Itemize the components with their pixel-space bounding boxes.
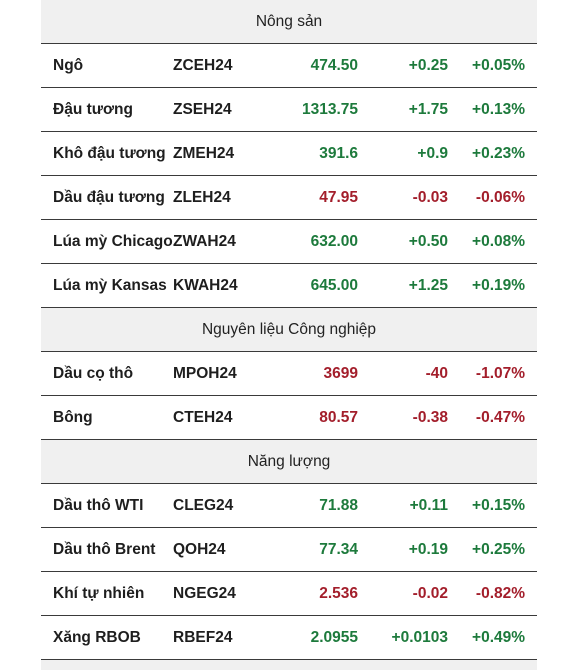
change-value: +0.50: [358, 220, 448, 264]
change-value: +0.9: [358, 132, 448, 176]
table-row[interactable]: Dầu đậu tương ZLEH24 47.95 -0.03 -0.06%: [41, 176, 537, 220]
change-percent: +0.13%: [448, 88, 537, 132]
table-row[interactable]: Xăng RBOB RBEF24 2.0955 +0.0103 +0.49%: [41, 616, 537, 660]
commodity-name: Đậu tương: [41, 88, 173, 132]
section-header-nong-san: Nông sản: [41, 0, 537, 44]
table-row[interactable]: Ngô ZCEH24 474.50 +0.25 +0.05%: [41, 44, 537, 88]
table-row[interactable]: Lúa mỳ Kansas KWAH24 645.00 +1.25 +0.19%: [41, 264, 537, 308]
commodity-name: Lúa mỳ Chicago: [41, 220, 173, 264]
section-title: Năng lượng: [41, 440, 537, 484]
commodity-name: Dầu cọ thô: [41, 352, 173, 396]
change-value: -0.02: [358, 572, 448, 616]
contract-code: ZCEH24: [173, 44, 271, 88]
change-percent: -0.06%: [448, 176, 537, 220]
contract-code: ZWAH24: [173, 220, 271, 264]
price-value: 77.34: [271, 528, 358, 572]
table-row[interactable]: Dầu thô WTI CLEG24 71.88 +0.11 +0.15%: [41, 484, 537, 528]
change-value: +0.0103: [358, 616, 448, 660]
change-percent: +0.19%: [448, 264, 537, 308]
change-percent: +0.08%: [448, 220, 537, 264]
section-title: Nguyên liệu Công nghiệp: [41, 308, 537, 352]
change-percent: +0.15%: [448, 484, 537, 528]
contract-code: KWAH24: [173, 264, 271, 308]
price-value: 474.50: [271, 44, 358, 88]
table-row[interactable]: Khí tự nhiên NGEG24 2.536 -0.02 -0.82%: [41, 572, 537, 616]
commodity-name: Dầu thô WTI: [41, 484, 173, 528]
commodity-name: Lúa mỳ Kansas: [41, 264, 173, 308]
contract-code: ZMEH24: [173, 132, 271, 176]
price-value: 2.536: [271, 572, 358, 616]
contract-code: NGEG24: [173, 572, 271, 616]
price-value: 391.6: [271, 132, 358, 176]
change-percent: -1.07%: [448, 352, 537, 396]
table-row[interactable]: Đậu tương ZSEH24 1313.75 +1.75 +0.13%: [41, 88, 537, 132]
price-value: 3699: [271, 352, 358, 396]
table-body: Nông sản Ngô ZCEH24 474.50 +0.25 +0.05% …: [41, 0, 537, 670]
commodity-name: Khí tự nhiên: [41, 572, 173, 616]
commodity-name: Dầu thô Brent: [41, 528, 173, 572]
change-value: -0.38: [358, 396, 448, 440]
change-percent: -0.47%: [448, 396, 537, 440]
section-header-nguyen-lieu: Nguyên liệu Công nghiệp: [41, 308, 537, 352]
change-value: +0.11: [358, 484, 448, 528]
change-percent: +0.23%: [448, 132, 537, 176]
contract-code: CTEH24: [173, 396, 271, 440]
price-value: 71.88: [271, 484, 358, 528]
section-header-nang-luong: Năng lượng: [41, 440, 537, 484]
change-percent: +0.05%: [448, 44, 537, 88]
change-percent: -0.82%: [448, 572, 537, 616]
commodity-name: Dầu đậu tương: [41, 176, 173, 220]
contract-code: CLEG24: [173, 484, 271, 528]
change-value: -0.03: [358, 176, 448, 220]
price-value: 47.95: [271, 176, 358, 220]
commodity-name: Khô đậu tương: [41, 132, 173, 176]
table-row[interactable]: Lúa mỳ Chicago ZWAH24 632.00 +0.50 +0.08…: [41, 220, 537, 264]
section-title: Nông sản: [41, 0, 537, 44]
contract-code: RBEF24: [173, 616, 271, 660]
table-row[interactable]: Bông CTEH24 80.57 -0.38 -0.47%: [41, 396, 537, 440]
price-value: 1313.75: [271, 88, 358, 132]
commodity-name: Xăng RBOB: [41, 616, 173, 660]
section-spacer: [41, 660, 537, 670]
table-row[interactable]: Khô đậu tương ZMEH24 391.6 +0.9 +0.23%: [41, 132, 537, 176]
price-value: 80.57: [271, 396, 358, 440]
commodity-name: Bông: [41, 396, 173, 440]
change-percent: +0.25%: [448, 528, 537, 572]
price-value: 632.00: [271, 220, 358, 264]
price-value: 2.0955: [271, 616, 358, 660]
change-value: -40: [358, 352, 448, 396]
next-section-header-partial: [41, 660, 537, 670]
commodity-price-table: Nông sản Ngô ZCEH24 474.50 +0.25 +0.05% …: [41, 0, 537, 670]
change-value: +1.75: [358, 88, 448, 132]
contract-code: QOH24: [173, 528, 271, 572]
table-row[interactable]: Dầu cọ thô MPOH24 3699 -40 -1.07%: [41, 352, 537, 396]
price-table: Nông sản Ngô ZCEH24 474.50 +0.25 +0.05% …: [41, 0, 537, 670]
change-value: +0.19: [358, 528, 448, 572]
table-row[interactable]: Dầu thô Brent QOH24 77.34 +0.19 +0.25%: [41, 528, 537, 572]
commodity-name: Ngô: [41, 44, 173, 88]
price-value: 645.00: [271, 264, 358, 308]
contract-code: MPOH24: [173, 352, 271, 396]
change-value: +1.25: [358, 264, 448, 308]
change-percent: +0.49%: [448, 616, 537, 660]
contract-code: ZLEH24: [173, 176, 271, 220]
contract-code: ZSEH24: [173, 88, 271, 132]
change-value: +0.25: [358, 44, 448, 88]
